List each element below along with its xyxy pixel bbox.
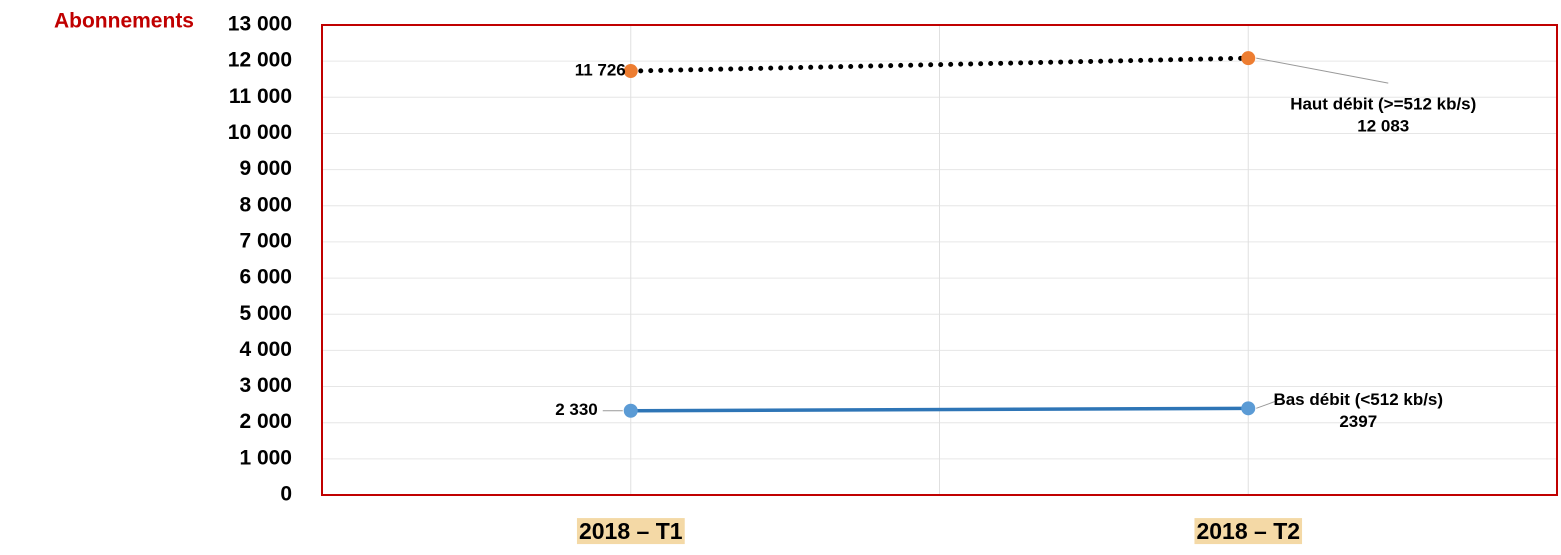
y-tick-label: 3 000 xyxy=(239,374,292,397)
y-tick-label: 9 000 xyxy=(239,157,292,180)
series-line xyxy=(629,406,1250,413)
series-name: Haut débit (>=512 kb/s) xyxy=(1290,95,1476,114)
value-label: 12 083 xyxy=(1357,117,1409,136)
y-tick-label: 2 000 xyxy=(239,410,292,433)
y-tick-label: 6 000 xyxy=(239,266,292,289)
y-tick-label: 12 000 xyxy=(228,49,292,72)
y-tick-label: 11 000 xyxy=(229,85,292,108)
leader-line xyxy=(1256,57,1389,84)
series-name: Bas débit (<512 kb/s) xyxy=(1273,390,1443,409)
value-label: 2 330 xyxy=(555,400,598,419)
y-tick-label: 7 000 xyxy=(239,229,292,252)
series-line xyxy=(628,55,1251,74)
y-tick-label: 5 000 xyxy=(239,302,292,325)
data-point xyxy=(1241,51,1256,66)
y-axis-label: Abonnements xyxy=(54,10,194,33)
y-tick-label: 4 000 xyxy=(239,338,292,361)
y-tick-label: 10 000 xyxy=(228,121,292,144)
value-label: 2397 xyxy=(1339,412,1377,431)
value-label: 11 726 xyxy=(575,61,626,80)
category-highlight xyxy=(576,518,685,545)
plot-border xyxy=(321,24,1558,496)
category-highlight xyxy=(1194,518,1303,545)
y-tick-label: 0 xyxy=(280,483,292,506)
x-tick-label: 2018 – T2 xyxy=(1196,518,1300,544)
y-tick-label: 13 000 xyxy=(228,13,292,36)
y-tick-label: 8 000 xyxy=(239,193,292,216)
data-point xyxy=(623,403,638,418)
y-tick-label: 1 000 xyxy=(239,446,292,469)
data-point xyxy=(623,64,638,79)
data-point xyxy=(1241,401,1256,416)
x-tick-label: 2018 – T1 xyxy=(579,518,683,544)
leader-line xyxy=(1256,399,1279,409)
